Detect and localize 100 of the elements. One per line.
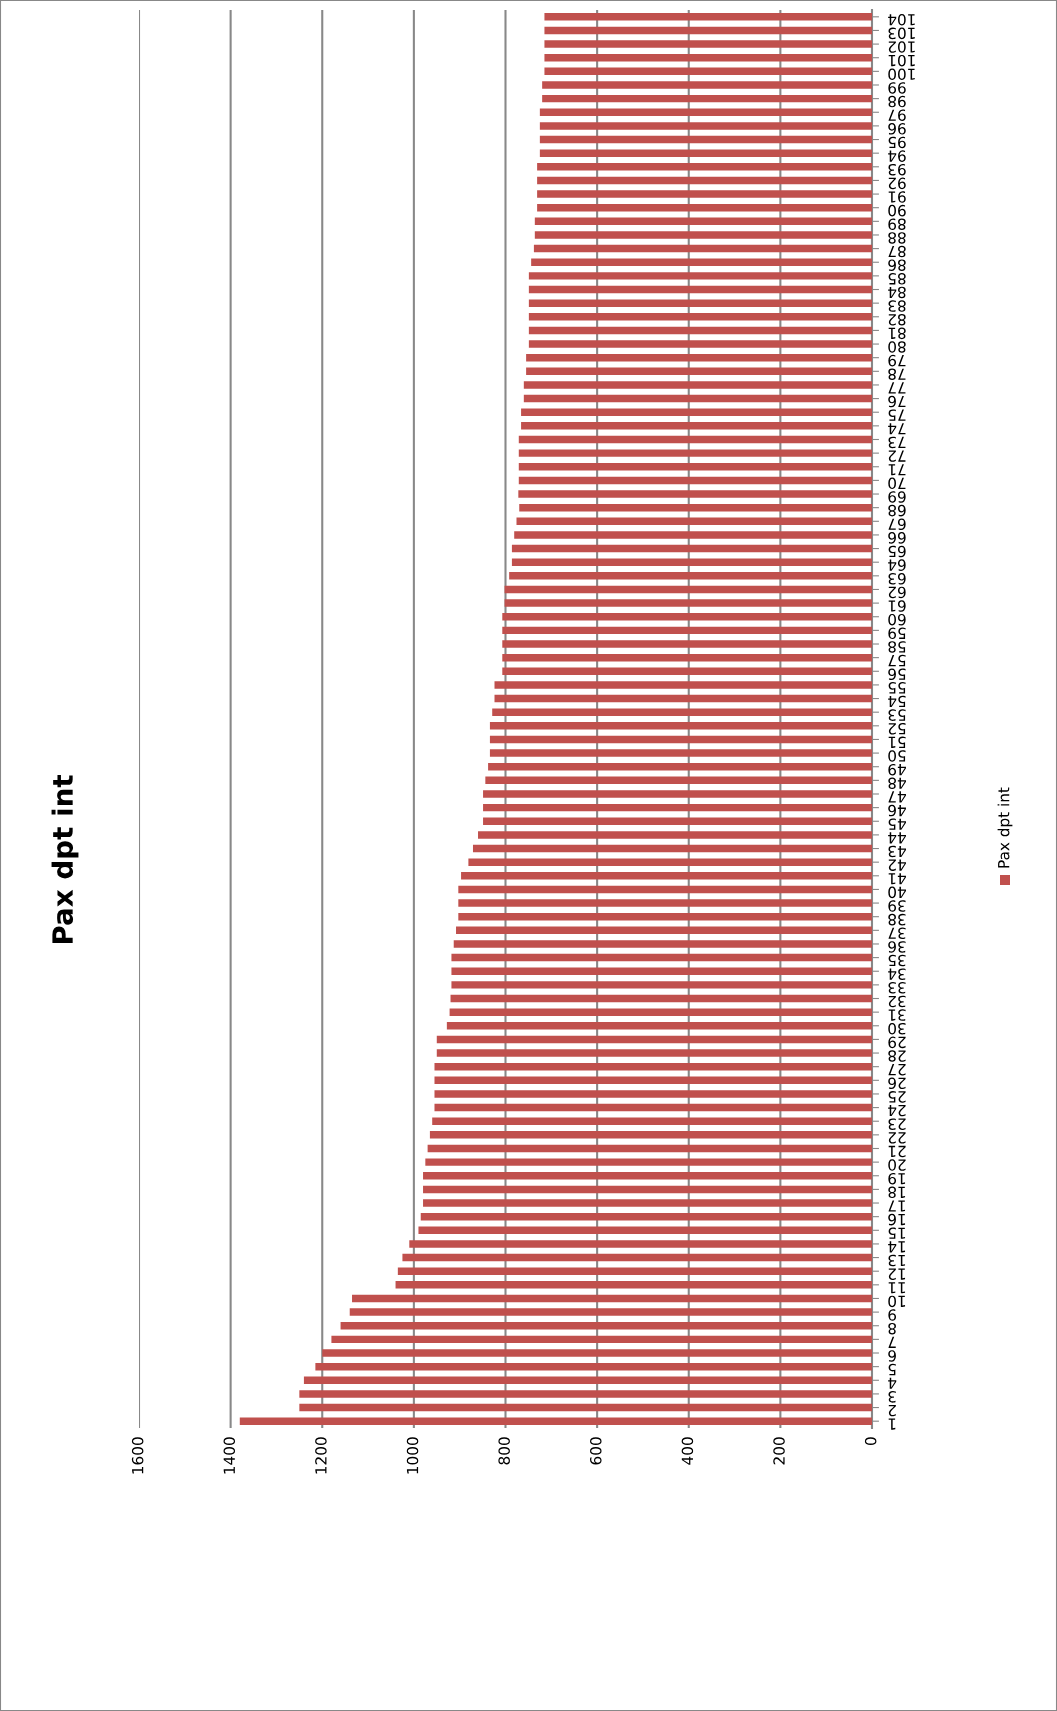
y-tick-label: 23 — [888, 1118, 906, 1130]
bar — [489, 722, 872, 730]
bar — [518, 449, 872, 457]
bar — [299, 1403, 872, 1412]
y-tick-label: 74 — [888, 423, 906, 435]
bar — [521, 408, 872, 416]
bar — [451, 967, 872, 975]
bar — [458, 899, 872, 907]
y-tick-label: 12 — [888, 1268, 906, 1280]
bar — [528, 285, 872, 294]
y-tick-label: 16 — [888, 1213, 906, 1226]
bar — [518, 490, 872, 498]
bar — [504, 585, 872, 594]
bar — [528, 299, 872, 307]
y-tick-label: 87 — [888, 245, 906, 258]
bar — [511, 558, 872, 566]
bar — [461, 872, 872, 880]
y-tick-label: 32 — [888, 995, 906, 1008]
bar — [434, 1076, 872, 1085]
y-tick-label: 55 — [888, 682, 906, 694]
y-tick-label: 39 — [888, 900, 906, 912]
bar — [544, 26, 872, 35]
y-tick-label: 100 — [888, 68, 915, 81]
bar — [544, 53, 872, 62]
bar — [514, 531, 872, 539]
y-tick-label: 21 — [888, 1145, 906, 1158]
text: Pax dpt int — [997, 787, 1013, 868]
bar — [494, 694, 872, 703]
bar — [544, 13, 872, 21]
bar — [478, 831, 872, 839]
bar — [537, 176, 872, 185]
bar — [450, 994, 872, 1003]
bar — [409, 1240, 872, 1248]
bar — [402, 1253, 872, 1262]
bar — [526, 367, 872, 376]
y-tick-label: 7 — [888, 1336, 896, 1348]
y-tick-label: 11 — [888, 1282, 906, 1294]
y-tick-label: 30 — [888, 1022, 906, 1035]
y-tick-label: 18 — [888, 1186, 906, 1199]
bar — [531, 258, 872, 266]
bar — [451, 953, 872, 962]
bar — [544, 67, 872, 76]
bar — [299, 1390, 872, 1398]
y-tick-label: 103 — [888, 27, 915, 40]
bar — [420, 1212, 872, 1221]
y-tick-label: 48 — [888, 777, 906, 790]
bar — [519, 503, 872, 512]
x-tick-label: 800 — [498, 1437, 510, 1465]
bar — [453, 940, 872, 948]
y-tick-label: 24 — [888, 1104, 906, 1117]
x-tick-label: 1000 — [406, 1437, 419, 1474]
y-tick-label: 37 — [888, 927, 906, 940]
bar — [303, 1376, 872, 1385]
y-tick-label: 104 — [888, 13, 915, 26]
y-tick-label: 92 — [888, 177, 906, 190]
bar — [429, 1131, 872, 1139]
bar — [518, 435, 872, 444]
y-tick-label: 60 — [888, 613, 906, 626]
bar — [523, 381, 872, 389]
y-tick-label: 96 — [888, 123, 906, 135]
y-tick-label: 59 — [888, 627, 906, 640]
y-tick-label: 90 — [888, 204, 906, 217]
bar — [518, 476, 872, 485]
y-tick-label: 57 — [888, 654, 906, 667]
bar — [502, 626, 872, 635]
y-tick-label: 46 — [888, 804, 906, 817]
y-tick-label: 94 — [888, 150, 906, 162]
bar — [436, 1049, 872, 1057]
bar — [423, 1172, 872, 1180]
bar — [509, 572, 872, 580]
y-tick-label: 53 — [888, 709, 906, 721]
y-tick-label: 83 — [888, 300, 906, 312]
y-tick-label: 25 — [888, 1091, 906, 1103]
y-tick-label: 63 — [888, 572, 906, 585]
bar — [425, 1158, 872, 1166]
bar — [537, 163, 872, 171]
y-tick-label: 36 — [888, 941, 906, 953]
y-tick-label: 14 — [888, 1241, 906, 1253]
bar — [432, 1117, 872, 1125]
bar — [502, 667, 872, 676]
y-tick-label: 61 — [888, 600, 906, 612]
bar — [489, 735, 872, 744]
bar — [458, 912, 872, 921]
y-tick-label: 54 — [888, 695, 906, 708]
y-tick-label: 73 — [888, 436, 906, 449]
bar — [539, 149, 872, 157]
bar — [451, 981, 872, 989]
y-tick-label: 8 — [888, 1322, 896, 1335]
y-tick-label: 81 — [888, 327, 906, 340]
y-tick-label: 56 — [888, 668, 906, 680]
text: Pax dpt int — [51, 775, 79, 944]
bar — [511, 544, 872, 553]
bar — [528, 313, 872, 321]
bar — [483, 790, 872, 798]
y-tick-label: 98 — [888, 95, 906, 108]
bar — [533, 244, 872, 253]
y-tick-label: 62 — [888, 586, 906, 599]
x-tick-label: 600 — [590, 1437, 602, 1465]
bar — [521, 422, 872, 430]
y-tick-label: 84 — [888, 286, 906, 299]
